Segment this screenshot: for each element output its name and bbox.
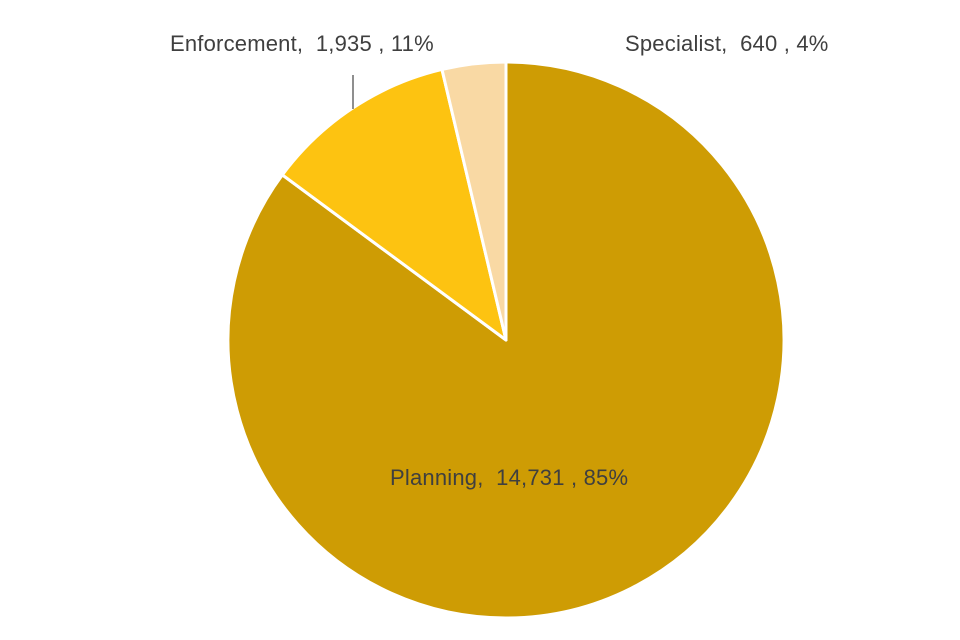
pie-slice-planning xyxy=(226,60,786,620)
pie-slice-specialist xyxy=(440,60,508,342)
enforcement-leader-line xyxy=(352,75,354,109)
pie-label-planning: Planning, 14,731 , 85% xyxy=(390,465,629,490)
pie-label-specialist: Specialist, 640 , 4% xyxy=(625,31,829,56)
pie-label-enforcement: Enforcement, 1,935 , 11% xyxy=(170,31,434,56)
